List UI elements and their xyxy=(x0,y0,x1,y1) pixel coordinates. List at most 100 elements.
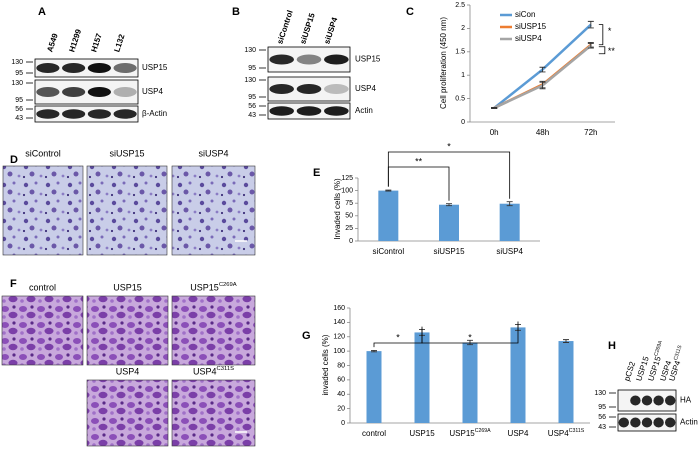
lane-label-text-sup: C269A xyxy=(653,339,664,356)
lane-label-text: L132 xyxy=(112,33,126,54)
x-tick-label-group: USP4 xyxy=(508,429,529,438)
blot-band xyxy=(630,395,641,406)
y-tick-label: 140 xyxy=(333,319,345,326)
image-label-group: control xyxy=(29,282,56,292)
x-tick-label: 72h xyxy=(584,128,597,137)
x-tick-label: siControl xyxy=(373,247,405,256)
mw-label: 95 xyxy=(598,404,606,411)
image-label-group: USP4 xyxy=(116,366,140,376)
lane-label-text: H157 xyxy=(89,32,104,53)
y-tick-label: 2.5 xyxy=(455,2,465,9)
blot-band xyxy=(296,106,322,116)
y-axis-label: Cell proliferation (450 nm) xyxy=(439,17,448,109)
y-tick-label: 75 xyxy=(345,200,353,207)
image-label: USP4 xyxy=(116,366,140,376)
band-label: Actin xyxy=(680,418,698,427)
blot-band xyxy=(641,417,653,428)
lane-label-text: siUSP4 xyxy=(322,16,339,46)
y-tick-label: 25 xyxy=(345,225,353,232)
blot-band xyxy=(87,63,111,73)
x-tick-label: siUSP15 xyxy=(433,247,465,256)
error-bar xyxy=(371,349,377,353)
mw-label: 130 xyxy=(11,80,23,87)
blot-band xyxy=(36,109,60,119)
image-label: siControl xyxy=(25,148,61,158)
blot-band xyxy=(653,395,664,406)
y-tick-label: 40 xyxy=(337,391,345,398)
image-label-sup: C269A xyxy=(219,282,237,288)
image-label-group: USP4 C311S xyxy=(193,366,234,376)
blot-band xyxy=(296,54,322,65)
mw-label: 43 xyxy=(248,112,256,119)
bar xyxy=(510,327,526,423)
blot-band xyxy=(113,63,137,73)
panel-letter: F xyxy=(10,278,17,290)
image-label-group: USP15 xyxy=(113,282,142,292)
y-tick-label: 1.5 xyxy=(455,49,465,56)
panel-letter: H xyxy=(608,340,616,352)
x-tick-label: control xyxy=(362,429,386,438)
y-tick-label: 1 xyxy=(461,72,465,79)
blot-band xyxy=(269,54,294,65)
x-tick-label-group: siUSP15 xyxy=(433,247,465,256)
band-label: Actin xyxy=(355,106,373,115)
y-tick-label: 20 xyxy=(337,405,345,412)
x-tick-label: USP4 xyxy=(508,429,529,438)
x-tick-label-group: 72h xyxy=(584,128,597,137)
panel-letter: A xyxy=(38,6,46,18)
lane-label-text: A549 xyxy=(45,32,60,53)
micrograph xyxy=(86,165,168,256)
image-label-group: siUSP15 xyxy=(109,148,144,158)
error-bar xyxy=(539,81,546,90)
micrograph xyxy=(171,379,256,447)
band-label: USP15 xyxy=(142,63,168,72)
legend-label: siUSP4 xyxy=(515,34,542,43)
blot-band xyxy=(664,395,676,406)
panel-letter: C xyxy=(406,6,414,18)
mw-label: 56 xyxy=(15,106,23,113)
mw-label: 130 xyxy=(244,47,256,54)
bar xyxy=(462,342,478,423)
x-tick-label-sup: C269A xyxy=(475,428,491,434)
mw-label: 95 xyxy=(15,70,23,77)
y-tick-label: 2 xyxy=(461,25,465,32)
blot-band xyxy=(269,106,294,116)
blot-band xyxy=(113,87,137,97)
x-tick-label-group: USP15 xyxy=(409,429,435,438)
x-tick-label-group: USP4 C311S xyxy=(548,428,585,438)
blot-band xyxy=(653,417,664,428)
mw-label: 95 xyxy=(248,94,256,101)
x-tick-label: 48h xyxy=(536,128,549,137)
band-label: HA xyxy=(680,396,692,405)
blot-band xyxy=(630,417,641,428)
y-tick-label: 50 xyxy=(345,213,353,220)
error-bar xyxy=(491,107,498,109)
mw-label: 95 xyxy=(248,65,256,72)
band-label: β-Actin xyxy=(142,109,167,118)
y-tick-label: 0 xyxy=(341,420,345,427)
legend-label: siCon xyxy=(515,10,535,19)
blot-band xyxy=(62,63,86,73)
micrograph xyxy=(171,295,256,366)
significance-label: * xyxy=(447,141,451,151)
blot-band xyxy=(664,417,676,428)
x-tick-label-group: 0h xyxy=(490,128,499,137)
blot-band xyxy=(62,87,86,97)
mw-label: 130 xyxy=(244,77,256,84)
x-tick-label-group: siUSP4 xyxy=(496,247,523,256)
error-bar xyxy=(587,20,594,29)
micrograph xyxy=(86,379,169,447)
error-bar xyxy=(446,203,452,207)
blot-band xyxy=(618,417,630,428)
band-label: USP4 xyxy=(142,87,163,96)
image-label: siUSP15 xyxy=(109,148,144,158)
micrograph xyxy=(86,295,169,366)
y-axis-label: Invaded cells (%) xyxy=(333,178,342,240)
panel-letter: B xyxy=(232,6,240,18)
blot-band xyxy=(296,84,322,94)
legend-label: siUSP15 xyxy=(515,22,547,31)
bar xyxy=(366,351,382,423)
y-tick-label: 60 xyxy=(337,377,345,384)
